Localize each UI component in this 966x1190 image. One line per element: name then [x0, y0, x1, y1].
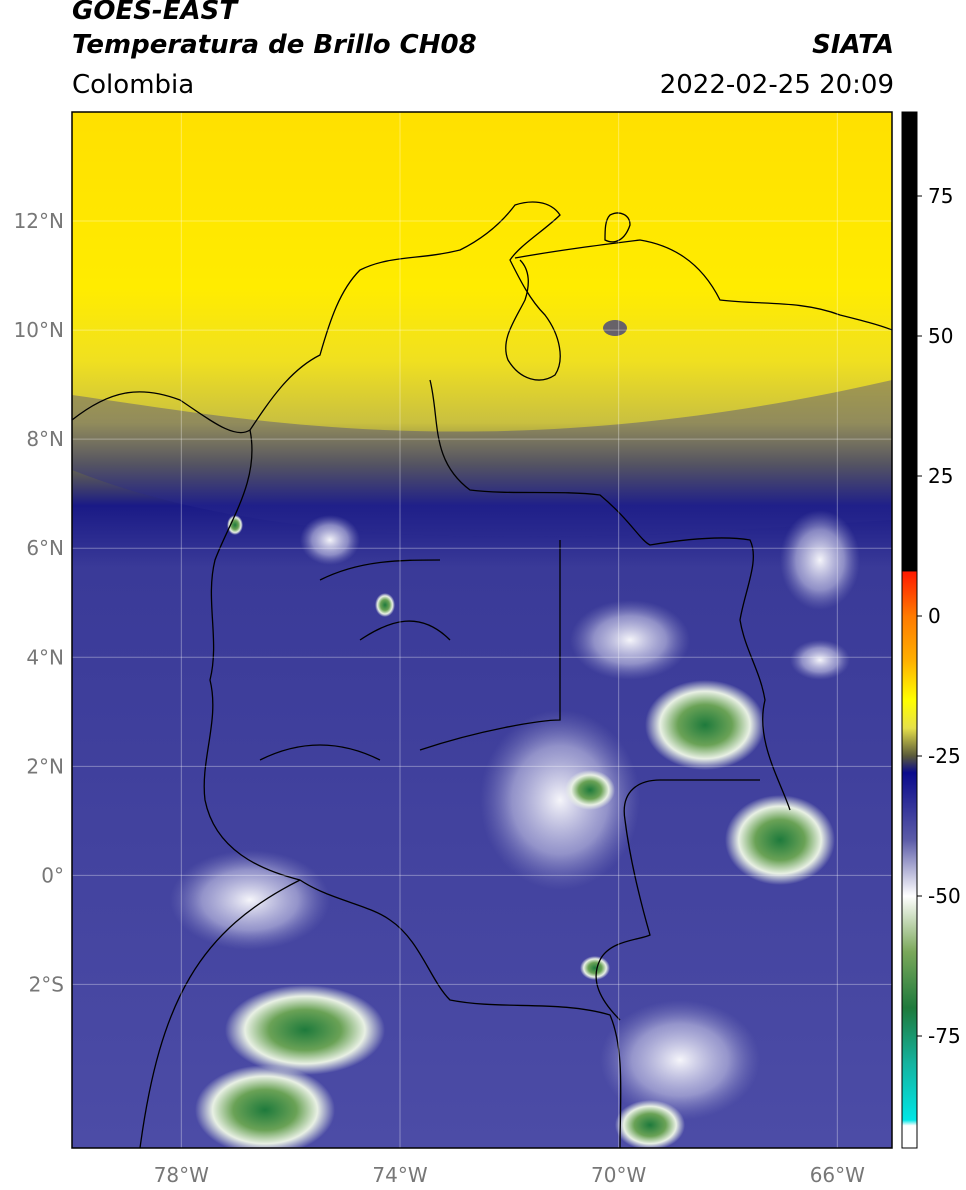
lat-tick-label: 0° [41, 863, 64, 887]
map-frame [71, 111, 893, 1149]
lon-tick-label: 70°W [591, 1163, 646, 1187]
colorbar-label: 25 [928, 464, 953, 488]
colorbar [901, 111, 918, 1149]
lat-tick-label: 12°N [14, 209, 64, 233]
lon-tick-label: 66°W [810, 1163, 865, 1187]
colorbar-label: -25 [928, 744, 961, 768]
colorbar-label: 0 [928, 604, 941, 628]
latitude-labels: 12°N 10°N 8°N 6°N 4°N 2°N 0° 2°S [14, 209, 64, 996]
lat-tick-label: 10°N [14, 318, 64, 342]
lat-tick-label: 6°N [26, 536, 64, 560]
colorbar-ticks: 75 50 25 0 -25 -50 -75 [917, 184, 961, 1048]
longitude-labels: 78°W 74°W 70°W 66°W [154, 1163, 865, 1187]
colorbar-label: 75 [928, 184, 953, 208]
source-label: SIATA [812, 30, 894, 60]
colorbar-label: 50 [928, 324, 953, 348]
graticule [72, 112, 892, 1148]
colorbar-label: -75 [928, 1024, 961, 1048]
colorbar-label: -50 [928, 884, 961, 908]
product-title: Temperatura de Brillo CH08 [72, 30, 477, 60]
datetime-label: 2022-02-25 20:09 [659, 70, 894, 100]
lat-tick-label: 2°S [29, 972, 64, 996]
lat-tick-label: 8°N [26, 427, 64, 451]
lat-tick-label: 4°N [26, 645, 64, 669]
lon-tick-label: 78°W [154, 1163, 209, 1187]
lon-tick-label: 74°W [372, 1163, 427, 1187]
region-label: Colombia [72, 70, 195, 100]
map-imagery [72, 112, 892, 1148]
lat-tick-label: 2°N [26, 754, 64, 778]
satellite-title: GOES-EAST [72, 0, 238, 26]
